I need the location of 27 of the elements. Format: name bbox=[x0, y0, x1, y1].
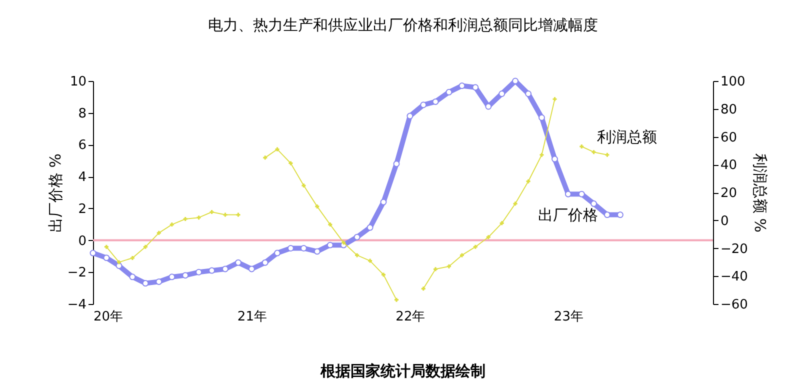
x-tick-label: 22年 bbox=[396, 310, 426, 324]
y-tick-label: −2 bbox=[67, 266, 86, 281]
y-axis-title: 出厂价格 % bbox=[46, 153, 64, 233]
y2-axis-title: 利润总额 % bbox=[750, 153, 769, 233]
y2-tick-label: 80 bbox=[720, 102, 738, 118]
y2-tick-label: −60 bbox=[720, 298, 748, 312]
y-tick-label: 2 bbox=[78, 202, 86, 217]
y2-tick-label: −40 bbox=[720, 270, 748, 285]
chart-title: 电力、热力生产和供应业出厂价格和利润总额同比增减幅度 bbox=[208, 16, 598, 34]
y2-tick-label: −20 bbox=[720, 242, 748, 257]
x-tick-label: 23年 bbox=[554, 310, 584, 324]
text: 根据国家统计局数据绘制 bbox=[320, 362, 486, 380]
y2-tick-label: 60 bbox=[720, 130, 738, 146]
y2-tick-label: 100 bbox=[720, 74, 746, 90]
y-tick-label: 0 bbox=[78, 234, 86, 249]
y2-tick-label: 0 bbox=[720, 214, 729, 229]
y-tick-label: 4 bbox=[78, 170, 86, 186]
series-label: 利润总额 bbox=[597, 128, 658, 146]
y2-tick-label: 20 bbox=[720, 186, 738, 201]
y-tick-label: 8 bbox=[78, 106, 86, 122]
y-tick-label: −4 bbox=[67, 298, 86, 312]
y2-tick-label: 40 bbox=[720, 158, 738, 174]
x-tick-label: 20年 bbox=[94, 310, 124, 324]
x-tick-label: 21年 bbox=[237, 310, 267, 324]
y-tick-label: 6 bbox=[78, 138, 86, 154]
series-label: 出厂价格 bbox=[538, 206, 598, 224]
y-tick-label: 10 bbox=[70, 74, 86, 90]
